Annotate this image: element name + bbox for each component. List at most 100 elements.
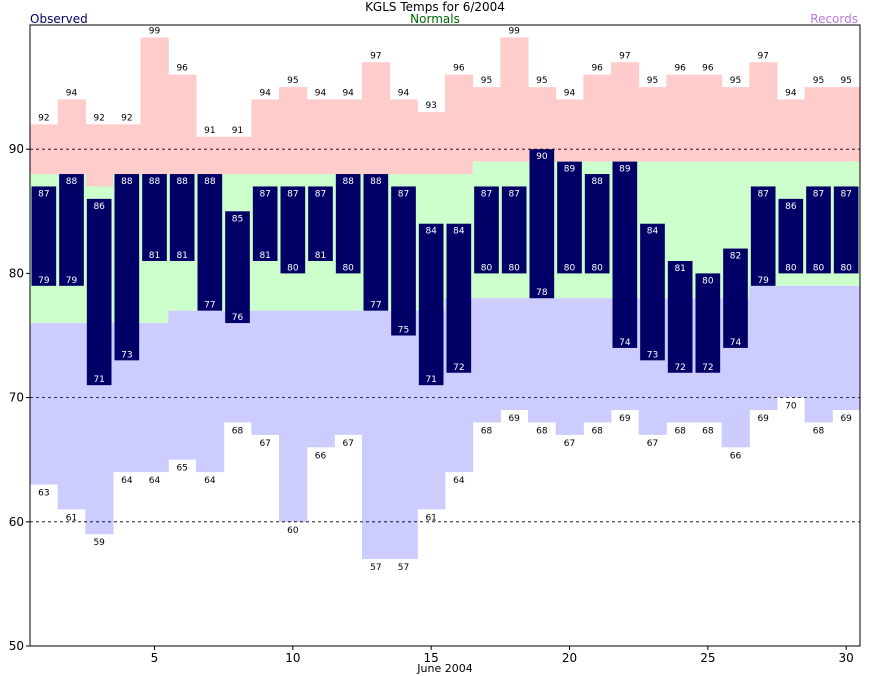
observed-bar (308, 186, 333, 261)
observed-bar (723, 248, 748, 348)
plot-frame (29, 24, 861, 647)
observed-low-label: 80 (481, 263, 493, 273)
observed-bar (59, 174, 84, 286)
y-tick-label: 60 (9, 515, 24, 529)
record-high-band (251, 99, 280, 175)
observed-low-label: 75 (398, 326, 409, 336)
observed-bar (778, 198, 804, 274)
record-low-band (334, 310, 363, 435)
record-high-label: 96 (591, 64, 603, 74)
record-high-label: 91 (204, 126, 215, 136)
observed-bar (142, 174, 167, 261)
observed-bar (114, 174, 140, 361)
legend-observed: Observed (30, 12, 88, 26)
record-high-label: 95 (813, 76, 824, 86)
record-high-label: 92 (93, 113, 104, 123)
observed-low-label: 74 (619, 338, 631, 348)
observed-high-label: 86 (93, 202, 105, 212)
record-high-band (721, 87, 750, 162)
record-low-label: 67 (259, 439, 270, 449)
record-high-label: 93 (425, 101, 436, 111)
record-low-label: 61 (66, 513, 77, 523)
x-tick-label: 20 (562, 651, 577, 665)
record-low-band (362, 310, 391, 560)
record-low-label: 67 (342, 439, 353, 449)
observed-bar (197, 174, 223, 311)
record-low-label: 68 (813, 426, 825, 436)
observed-high-label: 88 (342, 177, 354, 187)
observed-low-label: 80 (591, 263, 603, 273)
observed-low-label: 76 (232, 313, 244, 323)
observed-bar (169, 174, 195, 261)
observed-high-label: 88 (121, 177, 133, 187)
record-high-label: 95 (481, 76, 492, 86)
record-high-label: 94 (315, 89, 327, 99)
observed-low-label: 81 (259, 251, 270, 261)
record-high-band (500, 37, 529, 162)
record-high-band (85, 124, 114, 187)
observed-low-label: 79 (757, 276, 769, 286)
observed-low-label: 73 (647, 350, 658, 360)
observed-low-label: 80 (508, 263, 520, 273)
record-low-label: 67 (564, 439, 575, 449)
observed-high-label: 82 (730, 252, 741, 262)
observed-bar (474, 186, 499, 274)
record-low-band (196, 310, 225, 473)
record-low-band (777, 285, 806, 398)
record-low-label: 70 (785, 402, 797, 412)
observed-low-label: 79 (38, 276, 50, 286)
record-low-label: 64 (453, 476, 465, 486)
record-low-label: 66 (315, 451, 327, 461)
x-axis-label: June 2004 (416, 662, 472, 675)
observed-high-label: 88 (176, 177, 188, 187)
observed-high-label: 85 (232, 214, 243, 224)
record-high-label: 94 (785, 89, 797, 99)
y-tick-label: 90 (9, 142, 24, 156)
observed-low-label: 81 (149, 251, 160, 261)
observed-high-label: 87 (508, 189, 519, 199)
record-low-label: 60 (287, 526, 299, 536)
observed-bar (280, 186, 306, 274)
record-high-band (140, 37, 169, 175)
observed-bar (557, 161, 582, 274)
record-low-label: 68 (591, 426, 603, 436)
x-tick-label: 15 (424, 651, 439, 665)
record-high-band (57, 99, 86, 175)
observed-bar (252, 186, 278, 261)
observed-low-label: 72 (674, 363, 685, 373)
observed-high-label: 88 (204, 177, 216, 187)
observed-bar (446, 223, 472, 373)
observed-bar (225, 211, 250, 324)
observed-low-label: 78 (536, 288, 548, 298)
record-low-band (804, 285, 833, 423)
record-high-band (583, 74, 612, 162)
record-high-label: 99 (508, 26, 520, 36)
x-tick-label: 5 (151, 651, 159, 665)
observed-high-label: 89 (619, 165, 631, 175)
observed-low-label: 80 (287, 263, 299, 273)
record-low-label: 64 (121, 476, 133, 486)
record-high-label: 94 (259, 89, 271, 99)
observed-low-label: 79 (66, 276, 78, 286)
observed-low-label: 77 (204, 301, 215, 311)
observed-low-label: 72 (453, 363, 464, 373)
record-high-label: 96 (176, 64, 188, 74)
record-high-label: 95 (536, 76, 547, 86)
record-low-band (583, 298, 612, 423)
record-high-label: 95 (840, 76, 851, 86)
record-low-label: 63 (38, 489, 49, 499)
record-high-band (306, 99, 335, 175)
record-low-band (57, 323, 86, 510)
record-high-label: 94 (66, 89, 78, 99)
record-high-band (472, 87, 501, 162)
record-high-label: 97 (757, 51, 768, 61)
record-high-label: 92 (38, 113, 49, 123)
record-low-band (472, 298, 501, 423)
observed-high-label: 84 (425, 227, 437, 237)
record-low-band (528, 298, 557, 423)
record-low-band (306, 310, 335, 448)
observed-bar (529, 149, 555, 299)
record-low-band (168, 310, 197, 460)
record-high-label: 95 (287, 76, 298, 86)
record-low-label: 61 (425, 513, 436, 523)
